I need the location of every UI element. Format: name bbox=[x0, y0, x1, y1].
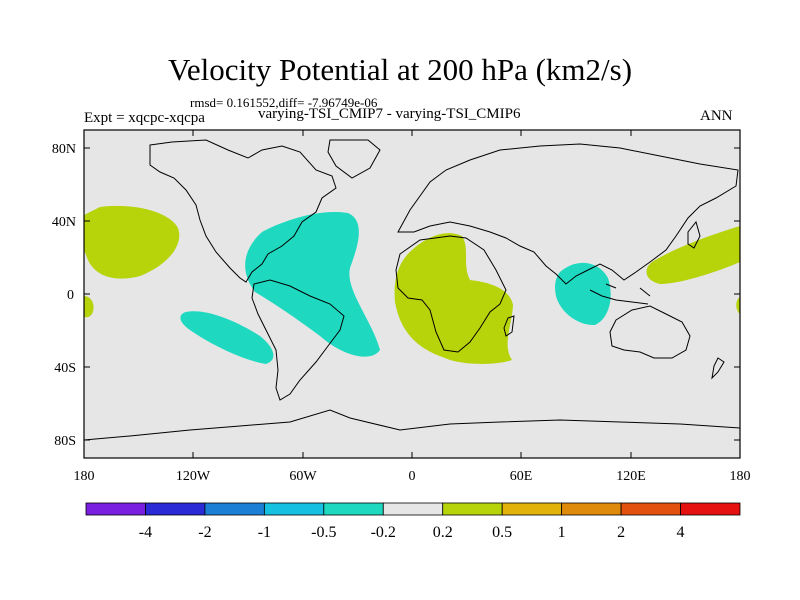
colorbar-label: 0.2 bbox=[433, 524, 453, 541]
colorbar-label: -0.5 bbox=[311, 524, 336, 541]
experiment-label: Expt = xqcpc-xqcpa bbox=[84, 110, 205, 126]
comparison-label: varying-TSI_CMIP7 - varying-TSI_CMIP6 bbox=[258, 106, 521, 122]
colorbar-label: 2 bbox=[617, 524, 625, 541]
lat-label-0: 0 bbox=[67, 288, 74, 303]
lon-label-120w: 120W bbox=[176, 469, 211, 484]
lon-label-180e: 180 bbox=[730, 469, 751, 484]
positive-anomaly-east-edge bbox=[736, 297, 740, 314]
coastlines bbox=[84, 139, 740, 441]
colorbar-labels: -4 -2 -1 -0.5 -0.2 0.2 0.5 1 2 4 bbox=[139, 524, 685, 541]
colorbar-label: -0.2 bbox=[371, 524, 396, 541]
coastline-eurasia bbox=[397, 143, 739, 285]
season-label: ANN bbox=[700, 108, 733, 124]
coastline-north-america bbox=[149, 139, 337, 283]
latitude-axis bbox=[84, 147, 740, 441]
negative-anomaly-indian-ocean bbox=[555, 262, 611, 326]
lon-label-0: 0 bbox=[409, 469, 416, 484]
colorbar-swatch bbox=[263, 502, 325, 516]
lat-label-40s: 40S bbox=[54, 361, 76, 376]
colorbar-label: -1 bbox=[258, 524, 271, 541]
coastline-antarctica bbox=[84, 409, 740, 441]
lat-label-80n: 80N bbox=[52, 142, 76, 157]
coastline-japan bbox=[687, 220, 701, 249]
positive-anomaly-pacific-west-edge bbox=[84, 296, 94, 318]
colorbar-swatch bbox=[561, 502, 622, 516]
lat-label-80s: 80S bbox=[54, 434, 76, 449]
colorbar-swatch bbox=[442, 502, 503, 516]
coastline-madagascar bbox=[503, 315, 515, 337]
plot-title: Velocity Potential at 200 hPa (km2/s) bbox=[167, 52, 633, 87]
colorbar-label: 1 bbox=[558, 524, 566, 541]
coastline-new-zealand bbox=[711, 357, 725, 380]
coastline-africa bbox=[395, 235, 507, 353]
stats-line: rmsd= 0.161552,diff= -7.96749e-06 bbox=[190, 95, 378, 110]
lat-label-40n: 40N bbox=[52, 215, 76, 230]
colorbar-label: -2 bbox=[198, 524, 211, 541]
colorbar-swatch bbox=[323, 502, 384, 516]
longitude-labels: 180 120W 60W 0 60E 120E 180 bbox=[74, 469, 751, 484]
colorbar-swatch bbox=[680, 502, 741, 516]
colorbar-swatch bbox=[145, 502, 206, 516]
colorbar-swatch bbox=[382, 502, 444, 516]
coastline-maritime-continent bbox=[589, 283, 651, 305]
lon-label-60e: 60E bbox=[510, 469, 533, 484]
lon-label-120e: 120E bbox=[616, 469, 646, 484]
lon-label-180w: 180 bbox=[74, 469, 95, 484]
colorbar-label: -4 bbox=[139, 524, 152, 541]
positive-anomaly-africa-indian-ocean bbox=[394, 233, 513, 364]
lon-label-60w: 60W bbox=[289, 469, 317, 484]
positive-anomaly-west-pacific bbox=[646, 226, 740, 284]
colorbar-label: 0.5 bbox=[492, 524, 512, 541]
coastline-australia bbox=[609, 305, 691, 359]
longitude-axis bbox=[83, 130, 741, 458]
colorbar-label: 4 bbox=[677, 524, 685, 541]
positive-anomaly-north-pacific bbox=[84, 205, 180, 279]
colorbar-swatch bbox=[204, 502, 265, 516]
negative-anomaly-south-pacific bbox=[180, 311, 274, 364]
coastline-greenland bbox=[327, 139, 381, 179]
colorbar bbox=[85, 502, 741, 516]
colorbar-swatch bbox=[85, 502, 146, 516]
colorbar-swatch bbox=[620, 502, 681, 516]
latitude-labels: 80N 40N 0 40S 80S bbox=[52, 142, 76, 449]
coastline-south-america bbox=[251, 279, 345, 401]
colorbar-swatch bbox=[501, 502, 563, 516]
